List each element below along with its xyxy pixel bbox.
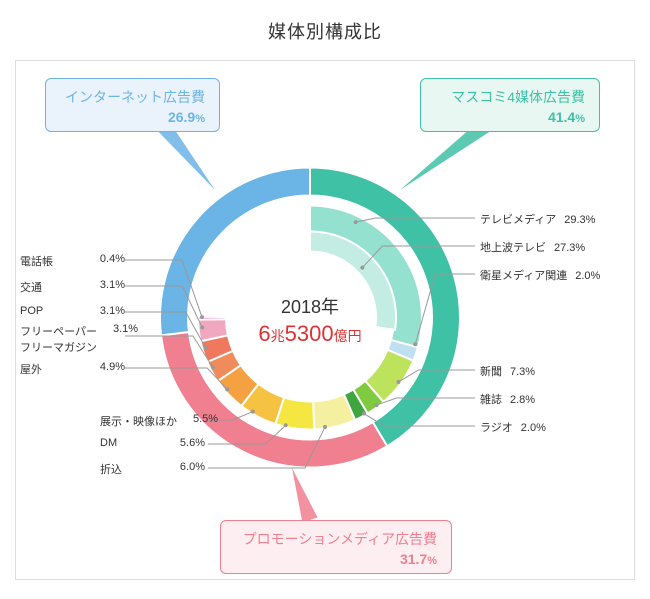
callout-pct: 41.4% [435,109,585,125]
leader-label: 折込6.0% [100,461,205,477]
callout-label: マスコミ4媒体広告費 [435,87,585,107]
leader-label: 展示・映像ほか5.5% [100,413,205,429]
callout-promotion: プロモーションメディア広告費 31.7% [220,520,452,574]
callout-pct: 31.7% [235,551,437,567]
callout-label: インターネット広告費 [60,87,205,107]
leader-label: 新聞7.3% [480,363,535,379]
leader-label: POP3.1% [20,305,125,317]
center-amount: 6兆5300億円 [258,321,361,347]
leader-label: ラジオ2.0% [480,419,546,435]
callout-mass-media: マスコミ4媒体広告費 41.4% [420,78,600,132]
center-year: 2018年 [258,293,361,319]
leader-label: テレビメディア29.3% [480,211,595,227]
leader-label: 電話帳0.4% [20,253,125,269]
leader-label: フリーペーパーフリーマガジン3.1% [20,323,125,355]
leader-label: 衛星メディア関連2.0% [480,267,600,283]
leader-label: 屋外4.9% [20,361,125,377]
leader-label: 地上波テレビ27.3% [480,239,585,255]
callout-internet: インターネット広告費 26.9% [45,78,220,132]
leader-label: DM5.6% [100,437,205,449]
center-label: 2018年 6兆5300億円 [258,293,361,347]
callout-label: プロモーションメディア広告費 [235,529,437,549]
leader-label: 交通3.1% [20,279,125,295]
leader-label: 雑誌2.8% [480,391,535,407]
callout-pct: 26.9% [60,109,205,125]
